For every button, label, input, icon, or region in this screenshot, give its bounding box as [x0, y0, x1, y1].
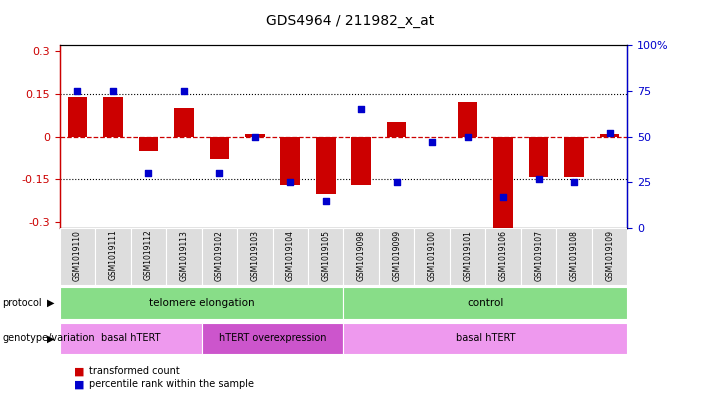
Bar	[202, 228, 237, 285]
Text: GSM1019107: GSM1019107	[534, 230, 543, 281]
Text: GSM1019103: GSM1019103	[250, 230, 259, 281]
Point	[462, 133, 473, 140]
Bar	[564, 136, 584, 176]
Bar	[600, 134, 620, 136]
Text: GSM1019110: GSM1019110	[73, 230, 82, 281]
Point	[285, 179, 296, 185]
Bar	[343, 323, 627, 354]
Text: GSM1019100: GSM1019100	[428, 230, 437, 281]
Point	[72, 88, 83, 94]
Text: protocol: protocol	[2, 298, 42, 308]
Bar	[245, 134, 264, 136]
Bar	[592, 228, 627, 285]
Bar	[103, 97, 123, 136]
Text: GDS4964 / 211982_x_at: GDS4964 / 211982_x_at	[266, 14, 435, 28]
Bar	[166, 228, 202, 285]
Bar	[494, 136, 513, 228]
Bar	[529, 136, 548, 176]
Text: GSM1019112: GSM1019112	[144, 230, 153, 280]
Text: GSM1019105: GSM1019105	[321, 230, 330, 281]
Text: basal hTERT: basal hTERT	[101, 333, 161, 343]
Bar	[139, 136, 158, 151]
Text: GSM1019099: GSM1019099	[393, 230, 401, 281]
Point	[427, 139, 438, 145]
Point	[498, 194, 509, 200]
Bar	[387, 122, 407, 136]
Bar	[67, 97, 87, 136]
Text: GSM1019106: GSM1019106	[498, 230, 508, 281]
Text: genotype/variation: genotype/variation	[2, 333, 95, 343]
Bar	[60, 228, 95, 285]
Bar	[95, 228, 130, 285]
Text: GSM1019104: GSM1019104	[286, 230, 294, 281]
Bar	[273, 228, 308, 285]
Bar	[458, 102, 477, 136]
Point	[569, 179, 580, 185]
Text: control: control	[468, 298, 503, 308]
Text: basal hTERT: basal hTERT	[456, 333, 515, 343]
Bar	[414, 228, 450, 285]
Bar	[202, 323, 343, 354]
Text: GSM1019113: GSM1019113	[179, 230, 189, 281]
Point	[178, 88, 189, 94]
Text: GSM1019111: GSM1019111	[109, 230, 117, 280]
Text: percentile rank within the sample: percentile rank within the sample	[89, 379, 254, 389]
Bar	[351, 136, 371, 185]
Bar	[450, 228, 485, 285]
Text: ■: ■	[74, 379, 84, 389]
Text: GSM1019101: GSM1019101	[463, 230, 472, 281]
Bar	[237, 228, 273, 285]
Point	[214, 170, 225, 176]
Bar	[280, 136, 300, 185]
Bar	[521, 228, 557, 285]
Point	[320, 197, 332, 204]
Bar	[485, 228, 521, 285]
Text: GSM1019102: GSM1019102	[215, 230, 224, 281]
Text: GSM1019098: GSM1019098	[357, 230, 366, 281]
Bar	[316, 136, 336, 194]
Text: GSM1019108: GSM1019108	[570, 230, 578, 281]
Bar	[343, 287, 627, 319]
Bar	[174, 108, 193, 136]
Bar	[130, 228, 166, 285]
Text: transformed count: transformed count	[89, 366, 179, 376]
Point	[604, 130, 615, 136]
Text: GSM1019109: GSM1019109	[605, 230, 614, 281]
Point	[391, 179, 402, 185]
Point	[107, 88, 118, 94]
Text: ▶: ▶	[48, 333, 55, 343]
Bar	[210, 136, 229, 160]
Bar	[379, 228, 414, 285]
Point	[143, 170, 154, 176]
Text: telomere elongation: telomere elongation	[149, 298, 254, 308]
Bar	[308, 228, 343, 285]
Bar	[60, 323, 202, 354]
Bar	[557, 228, 592, 285]
Bar	[343, 228, 379, 285]
Bar	[60, 287, 343, 319]
Point	[249, 133, 260, 140]
Text: hTERT overexpression: hTERT overexpression	[219, 333, 326, 343]
Text: ▶: ▶	[48, 298, 55, 308]
Point	[355, 106, 367, 112]
Text: ■: ■	[74, 366, 84, 376]
Point	[533, 175, 544, 182]
